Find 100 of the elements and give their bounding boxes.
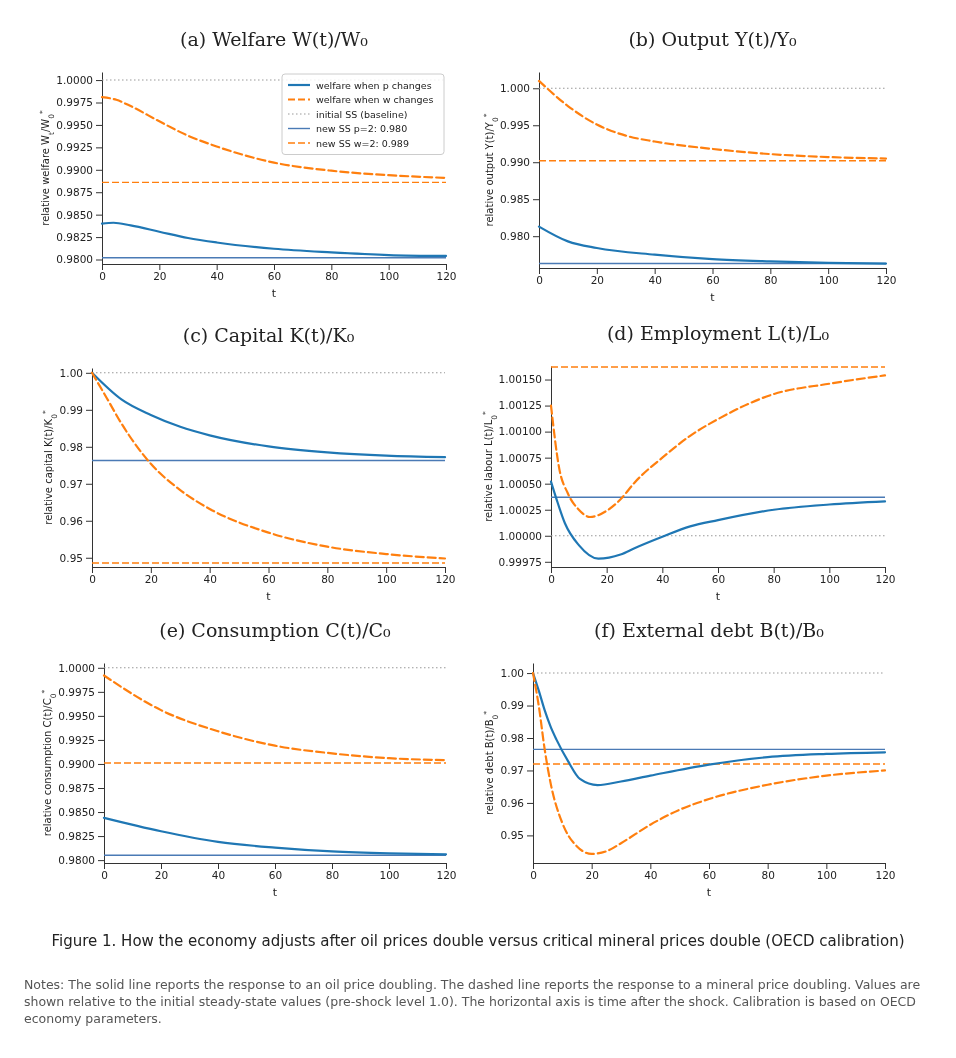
y-tick-label: 0.9800 bbox=[58, 853, 95, 866]
line-series bbox=[90, 371, 447, 560]
y-tick-label: 0.98 bbox=[59, 440, 83, 453]
x-tick-label: 100 bbox=[816, 869, 837, 882]
x-tick-label: 80 bbox=[325, 270, 339, 283]
x-tick-label: 40 bbox=[644, 869, 658, 882]
x-tick-label: 120 bbox=[436, 270, 457, 283]
x-axis-title: t bbox=[266, 590, 272, 603]
y-tick-label: 0.97 bbox=[59, 477, 83, 490]
x-tick-label: 100 bbox=[379, 869, 400, 882]
y-tick-label: 0.9900 bbox=[56, 163, 93, 176]
legend-label: initial SS (baseline) bbox=[316, 108, 408, 120]
chart-title: (d) Employment L(t)/L₀ bbox=[606, 322, 830, 344]
x-tick-label: 100 bbox=[379, 270, 400, 283]
y-tick-label: 0.9900 bbox=[58, 757, 95, 770]
y-tick-label: 1.00150 bbox=[498, 373, 542, 386]
legend-label: welfare when w changes bbox=[316, 94, 434, 105]
text: Notes: The solid line reports the response to an oil price doubling. The dashed line reports the response to a mineral price doubling. Values are shown relative to the initial steady-state values (pre-shock level 1.0). The horizontal axis is time after the shock. Calibration is based on OECD economy parameters. bbox=[24, 976, 922, 1027]
y-tick-label: 0.995 bbox=[499, 119, 530, 132]
x-tick-label: 20 bbox=[154, 869, 169, 882]
y-tick-label: 0.9950 bbox=[58, 709, 95, 722]
x-tick-label: 20 bbox=[585, 869, 599, 882]
y-tick-label: 0.9825 bbox=[56, 230, 93, 243]
x-tick-label: 100 bbox=[819, 573, 840, 586]
x-tick-label: 60 bbox=[711, 573, 726, 586]
x-axis-title: t bbox=[706, 886, 712, 899]
chart-title: (b) Output Y(t)/Y₀ bbox=[628, 28, 797, 50]
x-axis-title: t bbox=[271, 287, 277, 300]
line-series bbox=[549, 374, 887, 519]
x-tick-label: 20 bbox=[144, 573, 159, 586]
y-tick-label: 1.00125 bbox=[498, 399, 542, 412]
y-tick-label: 0.96 bbox=[59, 514, 84, 527]
y-tick-label: 0.9975 bbox=[56, 96, 93, 109]
y-tick-label: 0.9825 bbox=[58, 829, 95, 842]
x-tick-label: 120 bbox=[875, 869, 896, 882]
y-tick-label: 0.9850 bbox=[56, 208, 93, 221]
y-tick-label: 1.00025 bbox=[498, 503, 542, 516]
x-tick-label: 80 bbox=[761, 869, 775, 882]
x-tick-label: 20 bbox=[153, 270, 167, 283]
chart-title: (e) Consumption C(t)/C₀ bbox=[159, 619, 392, 641]
line-series bbox=[537, 225, 888, 265]
y-tick-label: 0.9875 bbox=[58, 781, 95, 794]
y-tick-label: 0.9850 bbox=[58, 805, 95, 818]
y-tick-label: 0.9975 bbox=[58, 685, 95, 698]
y-tick-label: 0.990 bbox=[499, 156, 530, 169]
x-axis-title: t bbox=[710, 291, 716, 304]
x-tick-label: 40 bbox=[203, 573, 217, 586]
legend-label: new SS w=2: 0.989 bbox=[316, 137, 409, 149]
x-tick-label: 60 bbox=[706, 274, 720, 287]
x-tick-label: 80 bbox=[767, 573, 781, 586]
y-tick-label: 1.00075 bbox=[498, 451, 542, 464]
y-tick-label: 1.0000 bbox=[58, 661, 95, 674]
y-tick-label: 1.00 bbox=[59, 366, 83, 379]
x-tick-label: 120 bbox=[875, 573, 896, 586]
x-tick-label: 60 bbox=[268, 869, 283, 882]
y-tick-label: 0.99 bbox=[59, 403, 83, 416]
line-series bbox=[531, 671, 887, 856]
y-tick-label: 0.98 bbox=[500, 731, 524, 744]
x-tick-label: 100 bbox=[818, 274, 839, 287]
y-tick-label: 0.99975 bbox=[498, 555, 542, 568]
y-tick-label: 1.00050 bbox=[498, 477, 542, 490]
line-series bbox=[100, 221, 448, 258]
x-tick-label: 80 bbox=[321, 573, 335, 586]
x-tick-label: 40 bbox=[211, 869, 226, 882]
y-tick-label: 0.95 bbox=[59, 551, 83, 564]
chart-title: (a) Welfare W(t)/W₀ bbox=[180, 28, 369, 50]
line-series bbox=[549, 480, 887, 560]
y-tick-label: 0.96 bbox=[500, 796, 525, 809]
y-tick-label: 0.980 bbox=[499, 230, 530, 243]
x-tick-label: 0 bbox=[101, 869, 108, 882]
x-tick-label: 60 bbox=[702, 869, 717, 882]
x-axis-title: t bbox=[272, 886, 278, 899]
x-tick-label: 80 bbox=[325, 869, 340, 882]
y-tick-label: 1.0000 bbox=[56, 73, 93, 86]
x-tick-label: 40 bbox=[648, 274, 662, 287]
y-tick-label: 0.985 bbox=[499, 193, 530, 206]
x-tick-label: 60 bbox=[267, 270, 282, 283]
y-tick-label: 1.00 bbox=[500, 666, 524, 679]
line-series bbox=[531, 671, 887, 787]
x-tick-label: 0 bbox=[530, 869, 537, 882]
x-tick-label: 40 bbox=[210, 270, 224, 283]
line-series bbox=[100, 96, 448, 179]
y-tick-label: 1.00100 bbox=[498, 425, 542, 438]
legend-label: new SS p=2: 0.980 bbox=[316, 123, 408, 134]
x-tick-label: 20 bbox=[590, 274, 605, 287]
y-tick-label: 1.00000 bbox=[498, 529, 542, 542]
y-tick-label: 0.9925 bbox=[58, 733, 95, 746]
chart-title: (f) External debt B(t)/B₀ bbox=[594, 619, 825, 641]
y-tick-label: 0.97 bbox=[500, 764, 524, 777]
x-tick-label: 60 bbox=[262, 573, 276, 586]
x-tick-label: 0 bbox=[548, 573, 555, 586]
x-tick-label: 40 bbox=[656, 573, 670, 586]
x-tick-label: 120 bbox=[436, 869, 457, 882]
y-tick-label: 0.9950 bbox=[56, 118, 93, 131]
y-tick-label: 0.95 bbox=[500, 829, 524, 842]
x-tick-label: 0 bbox=[536, 274, 543, 287]
line-series bbox=[102, 816, 448, 856]
x-tick-label: 0 bbox=[89, 573, 96, 586]
y-tick-label: 0.99 bbox=[500, 699, 524, 712]
caption: Figure 1. How the economy adjusts after oil prices double versus critical mineral prices double (OECD calibration) bbox=[50, 932, 906, 950]
